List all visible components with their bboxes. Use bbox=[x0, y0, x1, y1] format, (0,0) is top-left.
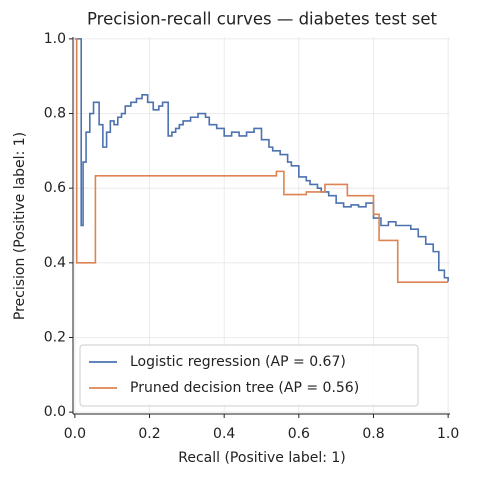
x-axis-label: Recall (Positive label: 1) bbox=[178, 450, 346, 466]
y-axis-label: Precision (Positive label: 1) bbox=[12, 132, 28, 320]
y-tick-label: 0.4 bbox=[44, 255, 66, 271]
y-tick-label: 0.0 bbox=[44, 404, 66, 420]
y-tick-label: 1.0 bbox=[44, 31, 66, 47]
legend-label: Logistic regression (AP = 0.67) bbox=[130, 354, 346, 370]
pr-curve bbox=[74, 38, 449, 284]
x-tick-label: 0.0 bbox=[64, 426, 86, 442]
chart-title: Precision-recall curves — diabetes test … bbox=[87, 10, 437, 29]
legend-box bbox=[79, 344, 419, 407]
x-tick-label: 1.0 bbox=[437, 426, 459, 442]
y-tick-label: 0.2 bbox=[44, 329, 66, 345]
x-tick-label: 0.4 bbox=[213, 426, 235, 442]
x-tick-label: 0.2 bbox=[138, 426, 160, 442]
y-tick-label: 0.6 bbox=[44, 180, 66, 196]
pr-curve bbox=[74, 38, 449, 282]
x-tick-label: 0.8 bbox=[362, 426, 384, 442]
legend-label: Pruned decision tree (AP = 0.56) bbox=[130, 380, 359, 396]
y-tick-label: 0.8 bbox=[44, 106, 66, 122]
x-tick-label: 0.6 bbox=[288, 426, 310, 442]
